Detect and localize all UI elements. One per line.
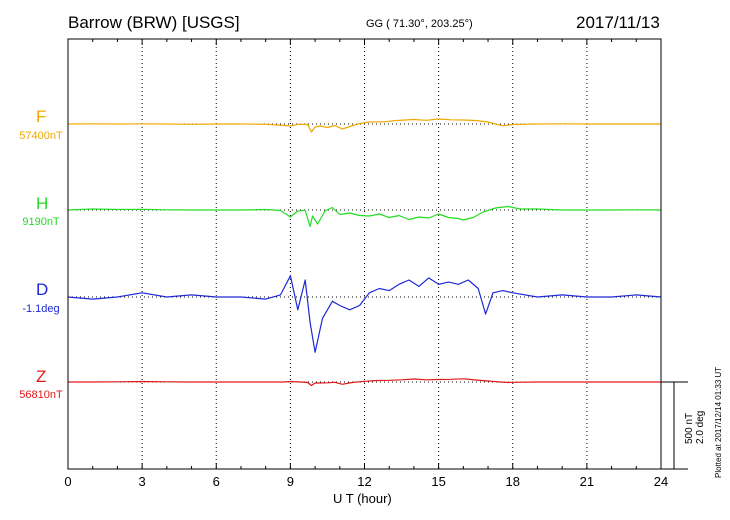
trace-f <box>67 118 661 133</box>
station-title: Barrow (BRW) [USGS] <box>68 13 240 32</box>
series-baseline-label-z: 56810nT <box>19 389 63 401</box>
trace-z <box>68 378 661 387</box>
series-name-h: H <box>36 194 49 213</box>
trace-d <box>67 275 662 353</box>
x-tick-label: 6 <box>213 474 220 489</box>
grid <box>141 39 588 469</box>
baselines <box>68 123 661 383</box>
trace-h <box>67 205 662 228</box>
x-tick-label: 21 <box>580 474 594 489</box>
traces <box>67 118 662 387</box>
scale-bar <box>661 381 688 470</box>
scale-label-deg: 2.0 deg <box>695 410 706 444</box>
chart-date: 2017/11/13 <box>576 13 660 32</box>
x-ticks: 0 3 6 9 12 15 18 21 24 <box>64 39 668 489</box>
x-tick-label: 0 <box>64 474 71 489</box>
series-name-z: Z <box>36 367 47 386</box>
plotted-timestamp: Plotted at 2017/12/14 01:33 UT <box>714 366 723 478</box>
series-name-f: F <box>36 107 47 126</box>
x-axis-label: U T (hour) <box>333 491 392 506</box>
x-tick-label: 24 <box>654 474 668 489</box>
x-tick-label: 3 <box>139 474 146 489</box>
x-tick-label: 15 <box>431 474 445 489</box>
x-tick-label: 18 <box>506 474 520 489</box>
scale-label-nt: 500 nT <box>684 412 695 444</box>
series-baseline-label-d: -1.1deg <box>22 303 60 315</box>
x-tick-label: 12 <box>357 474 371 489</box>
series-baseline-label-h: 9190nT <box>22 216 60 228</box>
x-tick-label: 9 <box>287 474 294 489</box>
station-coords: GG ( 71.30°, 203.25°) <box>366 18 473 30</box>
series-baseline-label-f: 57400nT <box>19 130 63 142</box>
series-name-d: D <box>36 280 49 299</box>
